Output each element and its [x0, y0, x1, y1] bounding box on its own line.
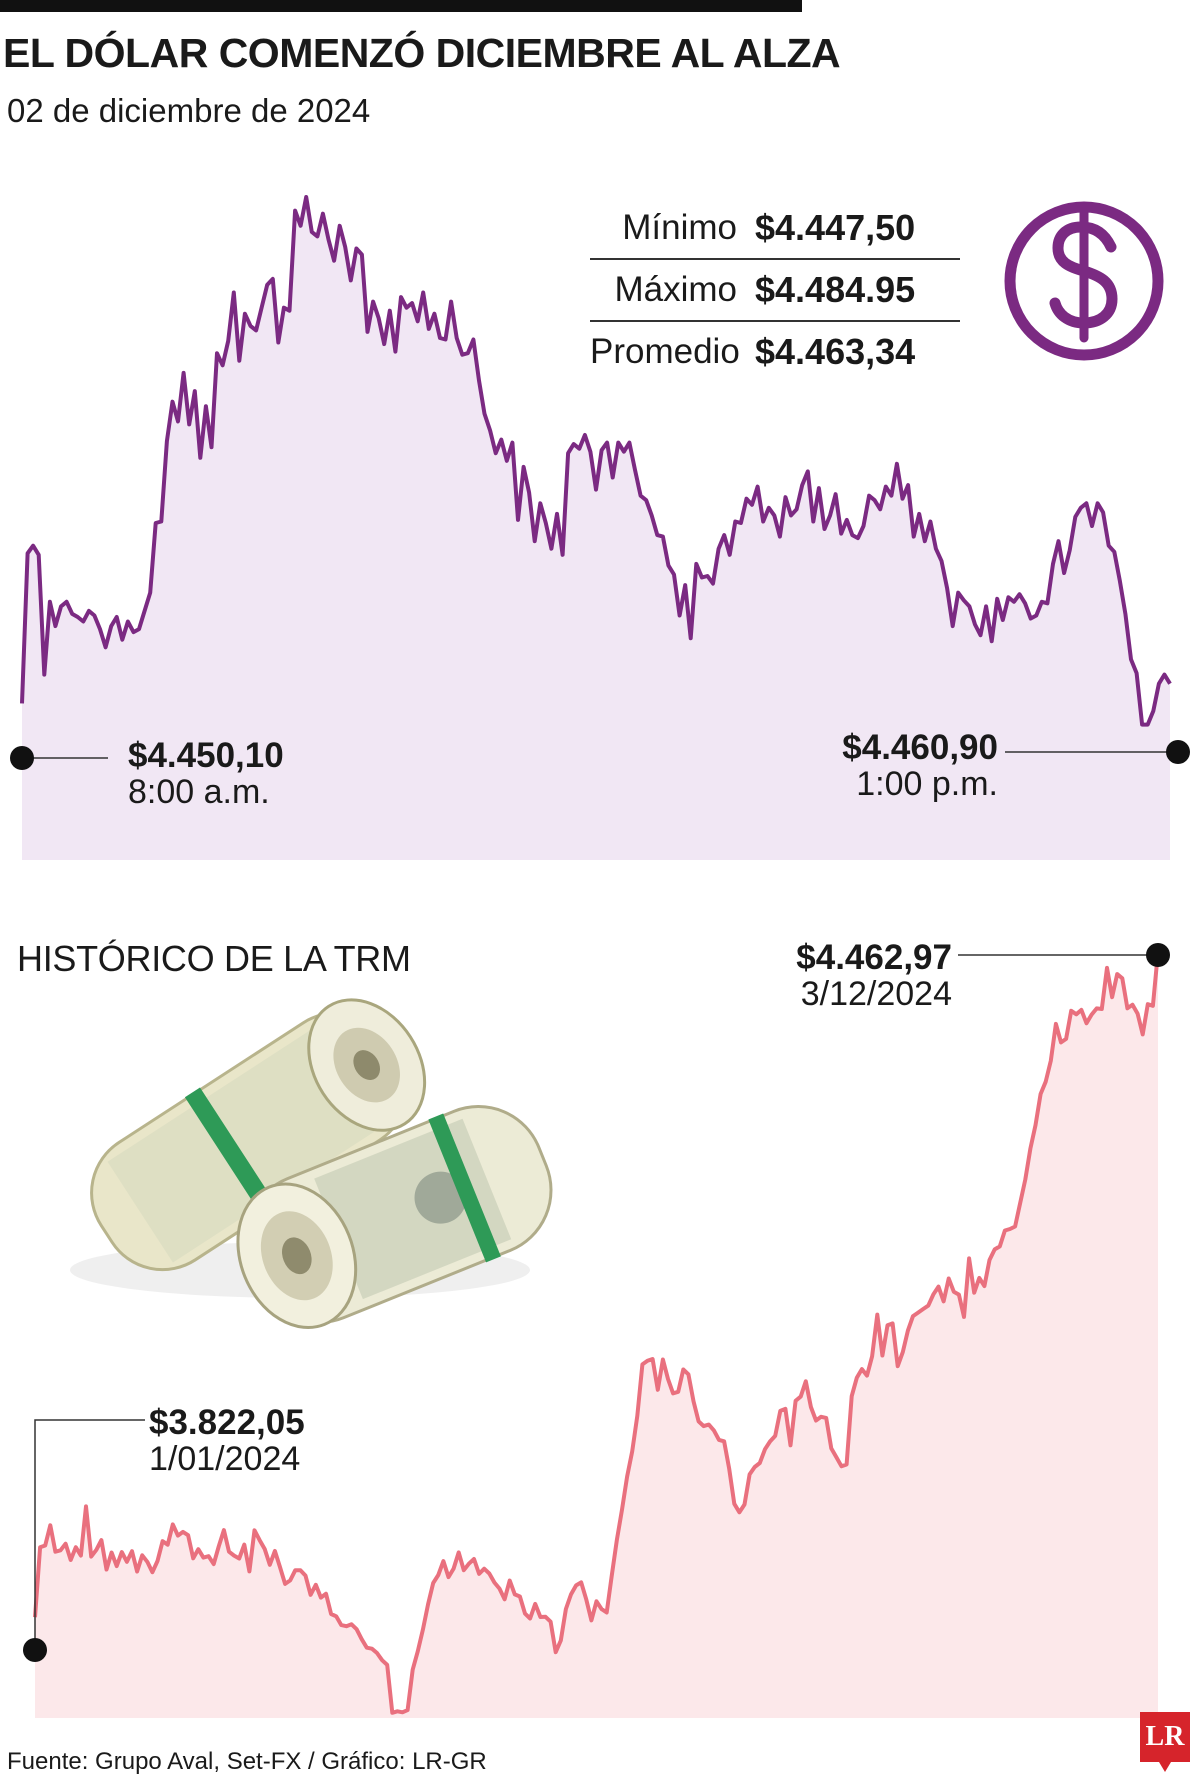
- stat-max-value: $4.484.95: [755, 269, 916, 310]
- historic-start-value: $3.822,05: [149, 1403, 305, 1442]
- intraday-chart: [10, 195, 1190, 860]
- intraday-end-value: $4.460,90: [842, 728, 998, 767]
- historic-start-label: $3.822,05 1/01/2024: [149, 1403, 305, 1478]
- historic-start-leader: [34, 1419, 145, 1650]
- intraday-start-time: 8:00 a.m.: [128, 772, 270, 811]
- stat-max-row: Máximo $4.484.95: [590, 258, 960, 320]
- historic-area: [35, 951, 1158, 1718]
- intraday-start-label: $4.450,10 8:00 a.m.: [128, 736, 284, 811]
- historic-section-title: HISTÓRICO DE LA TRM: [17, 938, 411, 979]
- lr-logo: LR: [1140, 1712, 1190, 1774]
- historic-start-date: 1/01/2024: [149, 1439, 301, 1478]
- page-subtitle: 02 de diciembre de 2024: [7, 92, 371, 129]
- historic-chart: [23, 943, 1170, 1718]
- intraday-start-dot: [10, 746, 34, 770]
- lr-logo-text: LR: [1140, 1712, 1190, 1762]
- top-rule: [0, 0, 802, 12]
- stat-min-row: Mínimo $4.447,50: [590, 198, 960, 258]
- stat-min-value: $4.447,50: [755, 207, 916, 248]
- historic-line: [33, 951, 1160, 1715]
- historic-end-dot: [1146, 943, 1170, 967]
- intraday-area: [22, 197, 1170, 860]
- intraday-end-dot: [1166, 740, 1190, 764]
- intraday-end-time: 1:00 p.m.: [856, 764, 998, 803]
- page-title: EL DÓLAR COMENZÓ DICIEMBRE AL ALZA: [3, 30, 841, 76]
- historic-end-date: 3/12/2024: [800, 974, 952, 1013]
- historic-start-dot: [23, 1638, 47, 1662]
- intraday-line: [20, 195, 1172, 727]
- stat-min-label: Mínimo: [622, 208, 737, 247]
- stats-table: Mínimo $4.447,50 Máximo $4.484.95 Promed…: [590, 198, 960, 382]
- historic-end-value: $4.462,97: [796, 938, 952, 977]
- stat-max-label: Máximo: [614, 270, 737, 309]
- historic-end-label: $4.462,97 3/12/2024: [796, 938, 952, 1013]
- intraday-start-value: $4.450,10: [128, 736, 284, 775]
- intraday-end-label: $4.460,90 1:00 p.m.: [842, 728, 998, 803]
- dollar-rolls-image: [70, 998, 553, 1329]
- stat-avg-value: $4.463,34: [755, 331, 916, 372]
- stat-avg-label: Promedio: [590, 332, 740, 371]
- dollar-circle-icon: [1004, 201, 1164, 361]
- stat-avg-row: Promedio $4.463,34: [590, 320, 960, 382]
- source-note: Fuente: Grupo Aval, Set-FX / Gráfico: LR…: [7, 1748, 487, 1775]
